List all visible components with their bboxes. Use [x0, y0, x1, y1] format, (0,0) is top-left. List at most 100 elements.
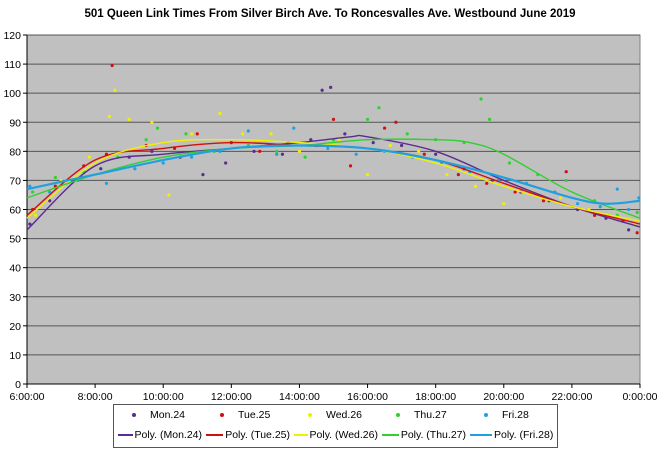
data-point-Tue.25	[635, 231, 639, 235]
data-point-Thu.27	[377, 106, 381, 110]
y-tick-label: 100	[3, 88, 21, 100]
legend-item: Poly. (Tue.25)	[202, 429, 290, 441]
y-tick-label: 40	[9, 263, 21, 275]
data-point-Wed.26	[33, 213, 38, 217]
data-point-Thu.27	[53, 175, 57, 180]
y-tick-label: 110	[4, 59, 21, 71]
legend-line	[294, 434, 308, 436]
data-point-Fri.28	[48, 190, 52, 194]
data-point-Wed.26	[269, 132, 273, 136]
y-tick-label: 0	[15, 379, 21, 391]
data-point-Wed.26	[113, 88, 117, 92]
data-point-Tue.25	[485, 181, 489, 185]
data-point-Thu.27	[275, 149, 279, 153]
legend-label: Tue.25	[238, 409, 271, 421]
data-point-Fri.28	[627, 207, 631, 212]
data-point-Tue.25	[195, 132, 199, 136]
data-point-Fri.28	[292, 126, 296, 130]
data-point-Fri.28	[326, 146, 330, 151]
x-tick-label: 12:00:00	[211, 391, 252, 403]
x-tick-label: 22:00:00	[551, 391, 592, 403]
data-point-Tue.25	[456, 173, 460, 177]
data-point-Mon.24	[309, 138, 313, 142]
data-point-Thu.27	[184, 132, 188, 136]
data-point-Wed.26	[107, 114, 111, 119]
data-point-Wed.26	[417, 149, 421, 153]
y-tick-label: 80	[9, 146, 21, 158]
legend-marker	[396, 413, 400, 417]
x-tick-label: 16:00:00	[347, 391, 388, 403]
data-point-Thu.27	[507, 161, 512, 165]
data-point-Mon.24	[627, 228, 631, 232]
data-point-Wed.26	[297, 149, 302, 153]
data-point-Tue.25	[394, 120, 398, 124]
legend-label: Poly. (Tue.25)	[225, 429, 290, 441]
y-tick-label: 90	[9, 117, 21, 129]
y-tick-label: 10	[9, 350, 21, 362]
data-point-Fri.28	[246, 129, 250, 133]
data-point-Thu.27	[144, 138, 148, 142]
data-point-Mon.24	[252, 149, 256, 153]
legend-item: Poly. (Mon.24)	[114, 429, 202, 441]
legend-marker	[484, 413, 488, 417]
y-tick-label: 20	[9, 321, 21, 333]
data-point-Wed.26	[445, 173, 449, 177]
data-point-Mon.24	[99, 167, 103, 171]
data-point-Tue.25	[258, 149, 262, 153]
legend-item: Wed.26	[290, 409, 378, 421]
data-point-Wed.26	[87, 155, 92, 159]
data-point-Thu.27	[31, 190, 35, 194]
data-point-Fri.28	[161, 161, 165, 165]
data-point-Wed.26	[167, 193, 171, 197]
legend-line	[118, 434, 133, 436]
x-tick-label: 10:00:00	[143, 391, 184, 403]
data-point-Fri.28	[598, 204, 602, 209]
legend-label: Fri.28	[502, 409, 529, 421]
data-point-Mon.24	[201, 173, 205, 177]
data-point-Thu.27	[365, 117, 370, 121]
data-point-Mon.24	[343, 132, 347, 136]
legend-item: Poly. (Thu.27)	[378, 429, 466, 441]
data-point-Fri.28	[637, 196, 641, 200]
x-tick-label: 18:00:00	[415, 391, 456, 403]
legend-label: Poly. (Thu.27)	[400, 429, 466, 441]
data-point-Fri.28	[354, 152, 358, 156]
y-tick-label: 120	[3, 30, 21, 42]
data-point-Thu.27	[635, 210, 639, 215]
data-point-Tue.25	[541, 199, 546, 203]
data-point-Wed.26	[365, 173, 370, 177]
legend-line	[206, 434, 224, 436]
data-point-Wed.26	[218, 111, 222, 116]
legend-marker	[220, 413, 224, 417]
legend-item: Poly. (Fri.28)	[466, 429, 554, 441]
trendline-Poly. (Wed.26)	[26, 138, 641, 222]
data-point-Thu.27	[155, 126, 160, 130]
data-point-Wed.26	[190, 132, 194, 136]
x-tick-label: 14:00:00	[279, 391, 320, 403]
legend-label: Thu.27	[414, 409, 447, 421]
legend-label: Wed.26	[326, 409, 362, 421]
x-tick-label: 6:00:00	[9, 391, 44, 403]
data-point-Thu.27	[303, 155, 307, 159]
data-point-Mon.24	[329, 85, 333, 89]
trendline-Poly. (Fri.28)	[26, 144, 641, 205]
legend-label: Poly. (Fri.28)	[494, 429, 554, 441]
data-point-Thu.27	[487, 117, 492, 121]
x-tick-label: 0:00:00	[622, 391, 657, 403]
data-point-Mon.24	[28, 222, 32, 226]
data-point-Tue.25	[382, 126, 387, 130]
data-point-Fri.28	[615, 187, 619, 191]
legend-marker	[132, 413, 136, 417]
data-point-Wed.26	[241, 132, 245, 136]
data-point-Tue.25	[564, 170, 568, 174]
data-point-Wed.26	[558, 196, 563, 200]
data-point-Wed.26	[388, 143, 392, 148]
data-point-Thu.27	[405, 132, 409, 136]
x-tick-label: 8:00:00	[78, 391, 113, 403]
data-point-Wed.26	[150, 120, 154, 124]
legend-marker	[308, 413, 312, 417]
data-point-Tue.25	[331, 117, 336, 121]
data-point-Fri.28	[275, 152, 279, 156]
legend-item: Mon.24	[114, 409, 202, 421]
